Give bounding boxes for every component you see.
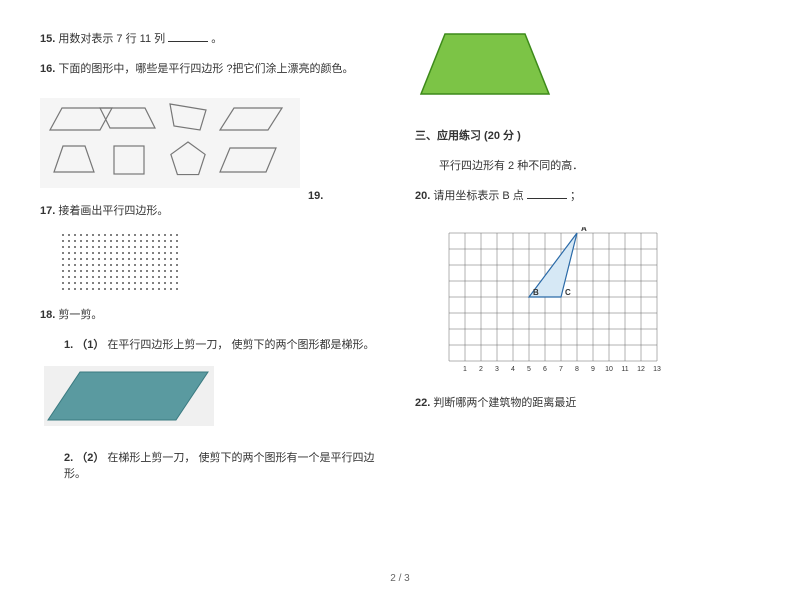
q18-number: 18. — [40, 309, 55, 321]
svg-text:9: 9 — [591, 366, 595, 373]
svg-text:8: 8 — [575, 366, 579, 373]
q18-sub2: 2. （2） 在梯形上剪一刀， 使剪下的两个图形有一个是平行四边形。 — [64, 449, 385, 481]
q18s1-number: 1. （1） — [64, 339, 104, 351]
svg-text:11: 11 — [621, 366, 628, 373]
q18-sub1: 1. （1） 在平行四边形上剪一刀， 使剪下的两个图形都是梯形。 — [64, 336, 385, 352]
q19-statement: 平行四边形有 2 种不同的高． — [439, 157, 760, 173]
q19-number: 19. — [308, 190, 323, 202]
q18s2-number: 2. （2） — [64, 452, 104, 464]
q20-text: 请用坐标表示 B 点 — [433, 190, 523, 202]
svg-text:1: 1 — [463, 366, 467, 373]
q19-text: 平行四边形有 2 种不同的高． — [439, 160, 583, 172]
q17-dot-grid — [60, 232, 180, 292]
left-column: 15. 用数对表示 7 行 11 列 。 16. 下面的图形中，哪些是平行四边形… — [40, 30, 385, 487]
q18-text: 剪一剪。 — [58, 309, 102, 321]
q15-blank — [168, 31, 208, 42]
page-footer: 2 / 3 — [0, 573, 800, 584]
q15-number: 15. — [40, 33, 55, 45]
q18-parallelogram-figure — [44, 366, 214, 426]
question-20: 20. 请用坐标表示 B 点 ； — [415, 187, 760, 203]
right-column: 三、应用练习 (20 分 ) 平行四边形有 2 种不同的高． 20. 请用坐标表… — [415, 30, 760, 487]
q17-text: 接着画出平行四边形。 — [58, 205, 168, 217]
svg-text:13: 13 — [653, 366, 661, 373]
svg-text:4: 4 — [511, 366, 515, 373]
svg-text:3: 3 — [495, 366, 499, 373]
q20-number: 20. — [415, 190, 430, 202]
question-17: 17. 接着画出平行四边形。 — [40, 202, 385, 218]
q18-trapezoid-figure — [415, 30, 555, 100]
q20-coordinate-grid: 12345678910111213ABC — [435, 227, 665, 377]
q22-text: 判断哪两个建筑物的距离最近 — [433, 397, 576, 409]
q22-number: 22. — [415, 397, 430, 409]
question-18: 18. 剪一剪。 — [40, 306, 385, 322]
svg-text:5: 5 — [527, 366, 531, 373]
q16-text: 下面的图形中，哪些是平行四边形 ?把它们涂上漂亮的颜色。 — [58, 63, 353, 75]
svg-text:B: B — [533, 288, 539, 297]
q18s2-text: 在梯形上剪一刀， 使剪下的两个图形有一个是平行四边形。 — [64, 452, 374, 480]
q15-tail: 。 — [211, 33, 222, 45]
svg-text:7: 7 — [559, 366, 563, 373]
q16-number: 16. — [40, 63, 55, 75]
q18s1-text: 在平行四边形上剪一刀， 使剪下的两个图形都是梯形。 — [107, 339, 374, 351]
question-16: 16. 下面的图形中，哪些是平行四边形 ?把它们涂上漂亮的颜色。 — [40, 60, 385, 76]
q20-blank — [527, 188, 567, 199]
section-3-title: 三、应用练习 (20 分 ) — [415, 127, 760, 143]
question-22: 22. 判断哪两个建筑物的距离最近 — [415, 394, 760, 410]
svg-text:10: 10 — [605, 366, 613, 373]
q16-shapes-figure — [40, 98, 300, 188]
q20-tail: ； — [570, 190, 581, 202]
svg-text:A: A — [581, 227, 587, 233]
svg-text:2: 2 — [479, 366, 483, 373]
q15-text: 用数对表示 7 行 11 列 — [58, 33, 165, 45]
svg-text:C: C — [565, 288, 571, 297]
svg-text:6: 6 — [543, 366, 547, 373]
svg-text:12: 12 — [637, 366, 645, 373]
q17-number: 17. — [40, 205, 55, 217]
question-15: 15. 用数对表示 7 行 11 列 。 — [40, 30, 385, 46]
